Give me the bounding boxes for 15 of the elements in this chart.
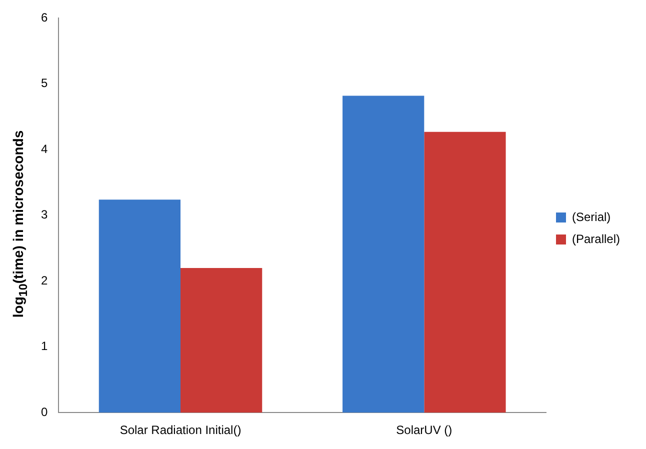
y-tick-label: 4 bbox=[40, 142, 48, 156]
y-tick-label: 0 bbox=[40, 404, 48, 419]
y-tick-label: 6 bbox=[40, 10, 48, 25]
bar bbox=[98, 200, 181, 413]
y-tick-label: 3 bbox=[40, 208, 48, 222]
legend-label: (Parallel) bbox=[572, 232, 620, 246]
bar bbox=[424, 132, 506, 413]
y-tick-label: 2 bbox=[40, 273, 48, 288]
x-tick-label: Solar Radiation Initial() bbox=[120, 423, 242, 438]
x-tick-label: SolarUV () bbox=[396, 423, 452, 438]
y-tick-label: 1 bbox=[40, 339, 48, 354]
y-tick-label: 5 bbox=[40, 76, 48, 90]
bar bbox=[342, 96, 424, 413]
bar bbox=[180, 268, 262, 413]
legend-label: (Serial) bbox=[572, 210, 611, 224]
